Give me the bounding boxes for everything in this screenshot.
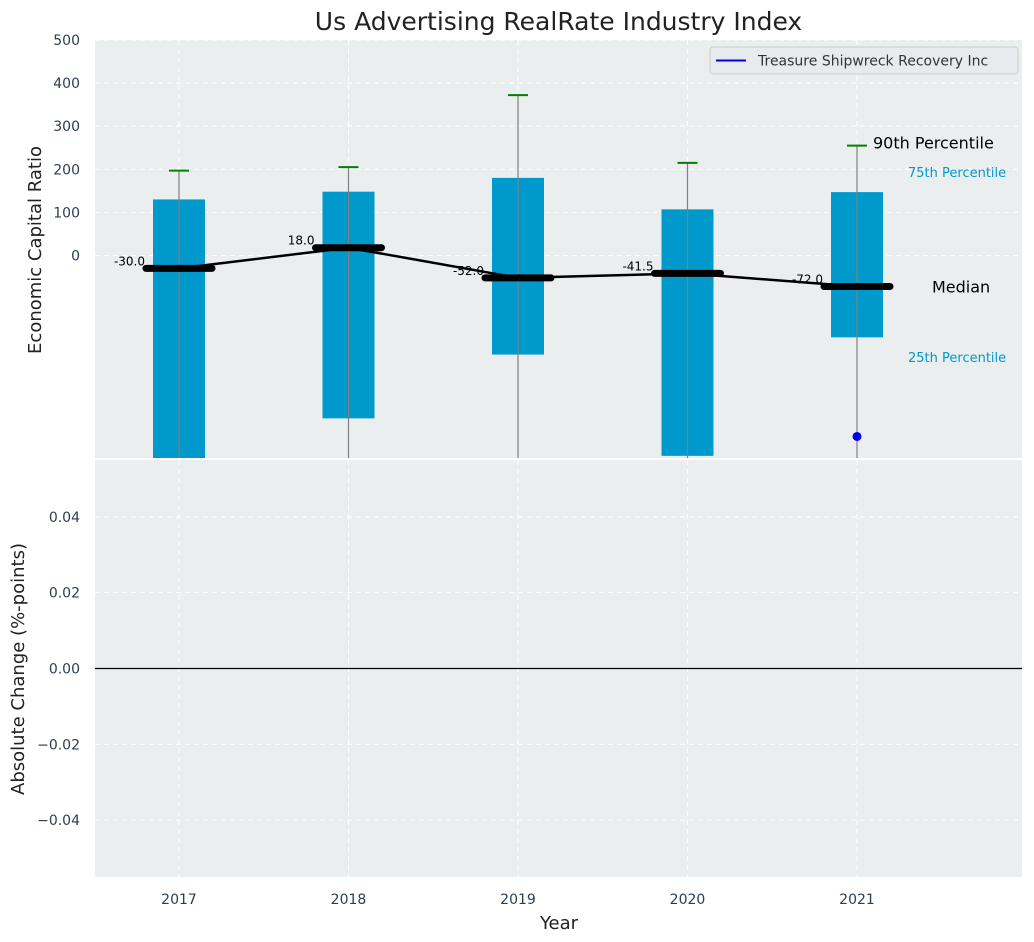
x-tick-label: 2021 bbox=[839, 892, 875, 908]
top-y-tick-label: 100 bbox=[53, 205, 80, 221]
company-points bbox=[852, 431, 862, 441]
median-label-2019: -52.0 bbox=[453, 264, 484, 278]
bottom-y-tick-label: −0.04 bbox=[37, 813, 80, 829]
x-ticks: 2017 2018 2019 2020 2021 bbox=[161, 892, 875, 908]
x-axis-title: Year bbox=[539, 913, 579, 934]
legend-label: Treasure Shipwreck Recovery Inc bbox=[757, 54, 988, 70]
top-y-ticks: 0 100 200 300 400 500 bbox=[53, 33, 80, 264]
annotation-90th: 90th Percentile bbox=[873, 134, 994, 153]
x-tick-label: 2018 bbox=[331, 892, 367, 908]
bottom-y-tick-label: 0.04 bbox=[49, 510, 80, 526]
top-y-tick-label: 500 bbox=[53, 33, 80, 49]
median-label-2017: -30.0 bbox=[114, 254, 145, 268]
annotation-median: Median bbox=[932, 277, 990, 296]
median-label-2021: -72.0 bbox=[792, 272, 823, 286]
top-y-tick-label: 400 bbox=[53, 76, 80, 92]
whiskers bbox=[169, 94, 867, 458]
bottom-y-axis-title: Absolute Change (%-points) bbox=[8, 543, 29, 795]
median-label-2018: 18.0 bbox=[288, 234, 315, 248]
top-y-axis-title: Economic Capital Ratio bbox=[25, 146, 46, 354]
bottom-y-ticks: −0.04 −0.02 0.00 0.02 0.04 bbox=[37, 510, 80, 829]
annotation-25th: 25th Percentile bbox=[908, 351, 1006, 366]
x-tick-label: 2020 bbox=[670, 892, 706, 908]
percentile-annotations: 90th Percentile 75th Percentile Median 25th… bbox=[873, 134, 1006, 366]
median-label-2020: -41.5 bbox=[622, 259, 653, 273]
x-tick-label: 2019 bbox=[500, 892, 536, 908]
x-tick-label: 2017 bbox=[161, 892, 197, 908]
top-y-tick-label: 0 bbox=[71, 248, 80, 264]
chart-title: Us Advertising RealRate Industry Index bbox=[315, 7, 802, 36]
bottom-y-tick-label: 0.00 bbox=[49, 662, 80, 678]
bottom-y-tick-label: 0.02 bbox=[49, 586, 80, 602]
legend-box bbox=[709, 46, 1019, 75]
median-markers: -30.0 18.0 -52.0 -41.5 -72.0 bbox=[114, 234, 894, 290]
annotation-75th: 75th Percentile bbox=[908, 166, 1006, 181]
top-y-tick-label: 300 bbox=[53, 119, 80, 135]
company-point-2021 bbox=[852, 431, 862, 441]
top-y-tick-label: 200 bbox=[53, 162, 80, 178]
legend: Treasure Shipwreck Recovery Inc bbox=[709, 46, 1019, 75]
bottom-y-tick-label: −0.02 bbox=[37, 737, 80, 753]
